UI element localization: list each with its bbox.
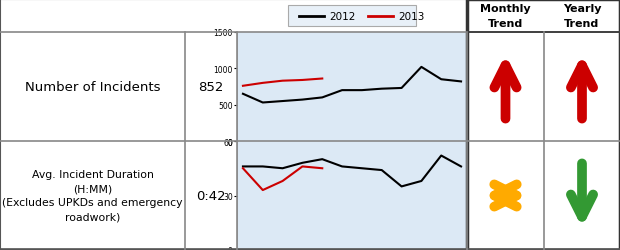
Text: Monthly: Monthly [480, 4, 531, 14]
Text: Avg. Incident Duration
(H:MM)
(Excludes UPKDs and emergency
roadwork): Avg. Incident Duration (H:MM) (Excludes … [2, 170, 183, 222]
Text: Number of Incidents: Number of Incidents [25, 81, 160, 94]
Text: Trend: Trend [488, 19, 523, 29]
Text: 2013: 2013 [398, 12, 424, 22]
Text: Yearly: Yearly [563, 4, 601, 14]
Text: 0:42: 0:42 [196, 189, 226, 202]
Text: 2012: 2012 [329, 12, 355, 22]
Text: Trend: Trend [564, 19, 600, 29]
FancyBboxPatch shape [288, 6, 417, 27]
Text: 852: 852 [198, 81, 224, 94]
